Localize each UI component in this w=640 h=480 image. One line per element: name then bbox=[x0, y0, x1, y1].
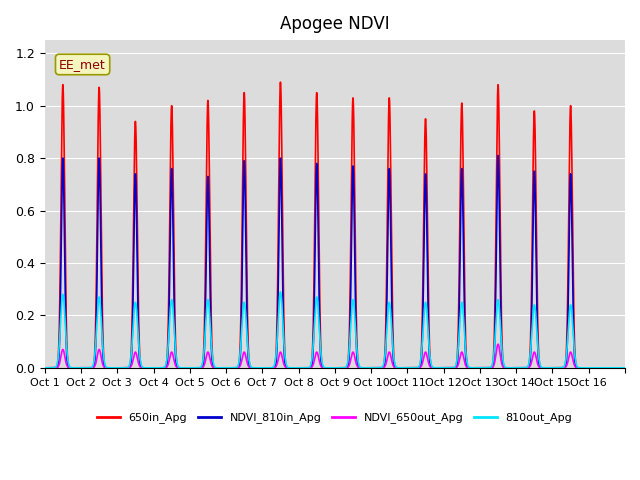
NDVI_650out_Apg bbox=[483, 365, 491, 371]
810out_Apg bbox=[621, 365, 629, 371]
650in_Apg bbox=[621, 365, 629, 371]
NDVI_650out_Apg bbox=[61, 354, 68, 360]
650in_Apg bbox=[276, 79, 284, 85]
650in_Apg bbox=[61, 216, 68, 222]
NDVI_810in_Apg bbox=[264, 365, 271, 371]
Line: 810out_Apg: 810out_Apg bbox=[45, 292, 625, 368]
810out_Apg bbox=[264, 365, 271, 371]
NDVI_810in_Apg bbox=[621, 365, 629, 371]
NDVI_810in_Apg bbox=[395, 365, 403, 371]
650in_Apg bbox=[314, 122, 321, 128]
NDVI_650out_Apg bbox=[41, 365, 49, 371]
NDVI_650out_Apg bbox=[314, 350, 321, 356]
810out_Apg bbox=[484, 365, 492, 371]
650in_Apg bbox=[379, 364, 387, 370]
NDVI_810in_Apg bbox=[494, 153, 502, 158]
810out_Apg bbox=[41, 365, 49, 371]
810out_Apg bbox=[314, 299, 321, 305]
NDVI_810in_Apg bbox=[41, 365, 49, 371]
810out_Apg bbox=[61, 315, 68, 321]
Text: EE_met: EE_met bbox=[60, 58, 106, 71]
650in_Apg bbox=[395, 365, 403, 371]
NDVI_650out_Apg bbox=[621, 365, 629, 371]
NDVI_650out_Apg bbox=[494, 341, 502, 347]
NDVI_810in_Apg bbox=[314, 183, 321, 189]
NDVI_650out_Apg bbox=[379, 365, 387, 371]
NDVI_810in_Apg bbox=[483, 365, 491, 371]
Title: Apogee NDVI: Apogee NDVI bbox=[280, 15, 390, 33]
650in_Apg bbox=[41, 365, 49, 371]
Line: NDVI_810in_Apg: NDVI_810in_Apg bbox=[45, 156, 625, 368]
810out_Apg bbox=[395, 365, 403, 371]
650in_Apg bbox=[264, 365, 271, 371]
NDVI_650out_Apg bbox=[395, 365, 403, 371]
810out_Apg bbox=[379, 363, 387, 369]
NDVI_650out_Apg bbox=[264, 365, 271, 371]
810out_Apg bbox=[276, 289, 284, 295]
NDVI_810in_Apg bbox=[61, 270, 68, 276]
Line: 650in_Apg: 650in_Apg bbox=[45, 82, 625, 368]
Line: NDVI_650out_Apg: NDVI_650out_Apg bbox=[45, 344, 625, 368]
650in_Apg bbox=[484, 365, 492, 371]
Legend: 650in_Apg, NDVI_810in_Apg, NDVI_650out_Apg, 810out_Apg: 650in_Apg, NDVI_810in_Apg, NDVI_650out_A… bbox=[93, 408, 577, 428]
NDVI_810in_Apg bbox=[379, 365, 387, 371]
